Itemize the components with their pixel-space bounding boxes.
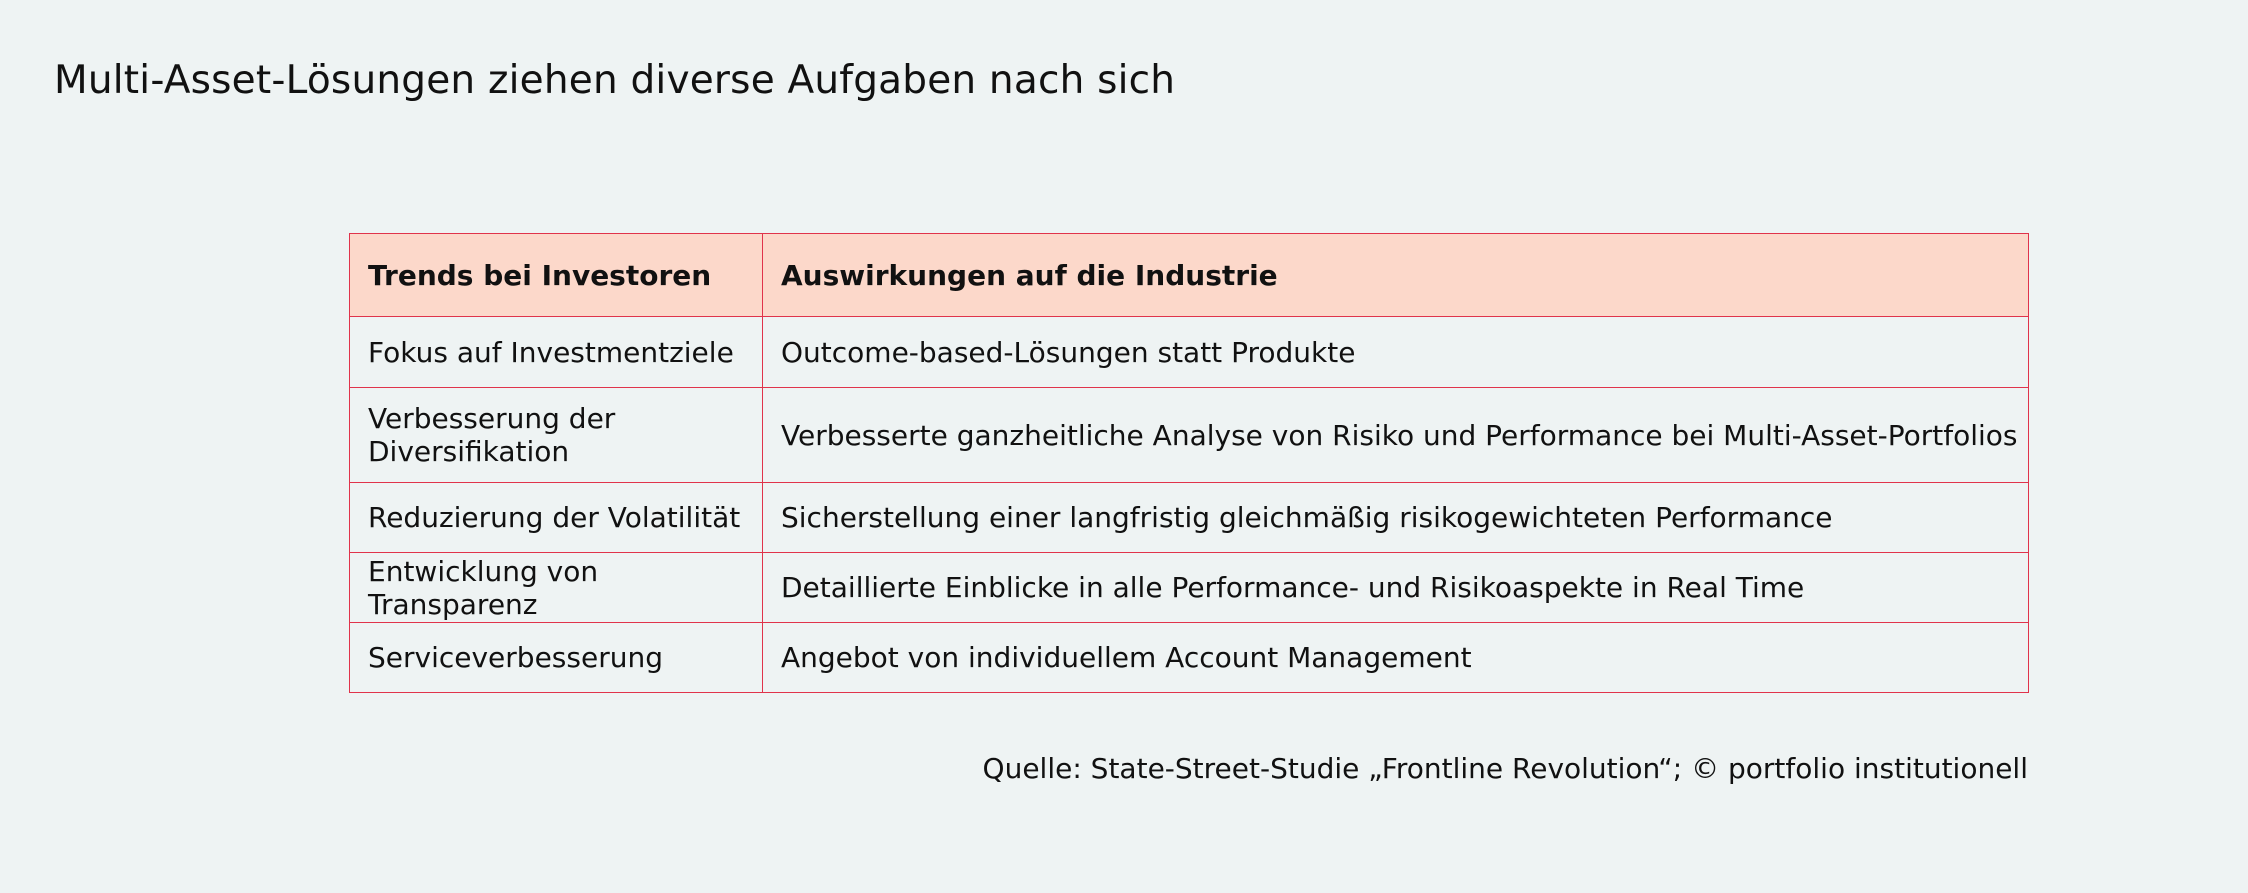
trend-cell: Verbesserung der Diversifikation — [349, 387, 763, 483]
trends-table: Trends bei Investoren Auswirkungen auf d… — [349, 233, 2029, 693]
trend-cell: Serviceverbesserung — [349, 622, 763, 693]
impact-cell: Outcome-based-Lösungen statt Produkte — [762, 316, 2029, 388]
table-row: Entwicklung von Transparenz Detaillierte… — [349, 552, 2029, 623]
table-row: Fokus auf Investmentziele Outcome-based-… — [349, 316, 2029, 388]
page-title: Multi-Asset-Lösungen ziehen diverse Aufg… — [54, 58, 1176, 103]
trends-table-container: Trends bei Investoren Auswirkungen auf d… — [349, 233, 2029, 693]
impact-cell: Detaillierte Einblicke in alle Performan… — [762, 552, 2029, 623]
header-impacts: Auswirkungen auf die Industrie — [762, 233, 2029, 317]
table-row: Reduzierung der Volatilität Sicherstellu… — [349, 482, 2029, 553]
trend-cell: Entwicklung von Transparenz — [349, 552, 763, 623]
trend-cell: Fokus auf Investmentziele — [349, 316, 763, 388]
table-row: Serviceverbesserung Angebot von individu… — [349, 622, 2029, 693]
table-header-row: Trends bei Investoren Auswirkungen auf d… — [349, 233, 2029, 317]
impact-cell: Angebot von individuellem Account Manage… — [762, 622, 2029, 693]
table-row: Verbesserung der Diversifikation Verbess… — [349, 387, 2029, 483]
impact-cell: Verbesserte ganzheitliche Analyse von Ri… — [762, 387, 2029, 483]
header-trends: Trends bei Investoren — [349, 233, 763, 317]
trend-cell: Reduzierung der Volatilität — [349, 482, 763, 553]
impact-cell: Sicherstellung einer langfristig gleichm… — [762, 482, 2029, 553]
source-note: Quelle: State-Street-Studie „Frontline R… — [982, 752, 2028, 785]
